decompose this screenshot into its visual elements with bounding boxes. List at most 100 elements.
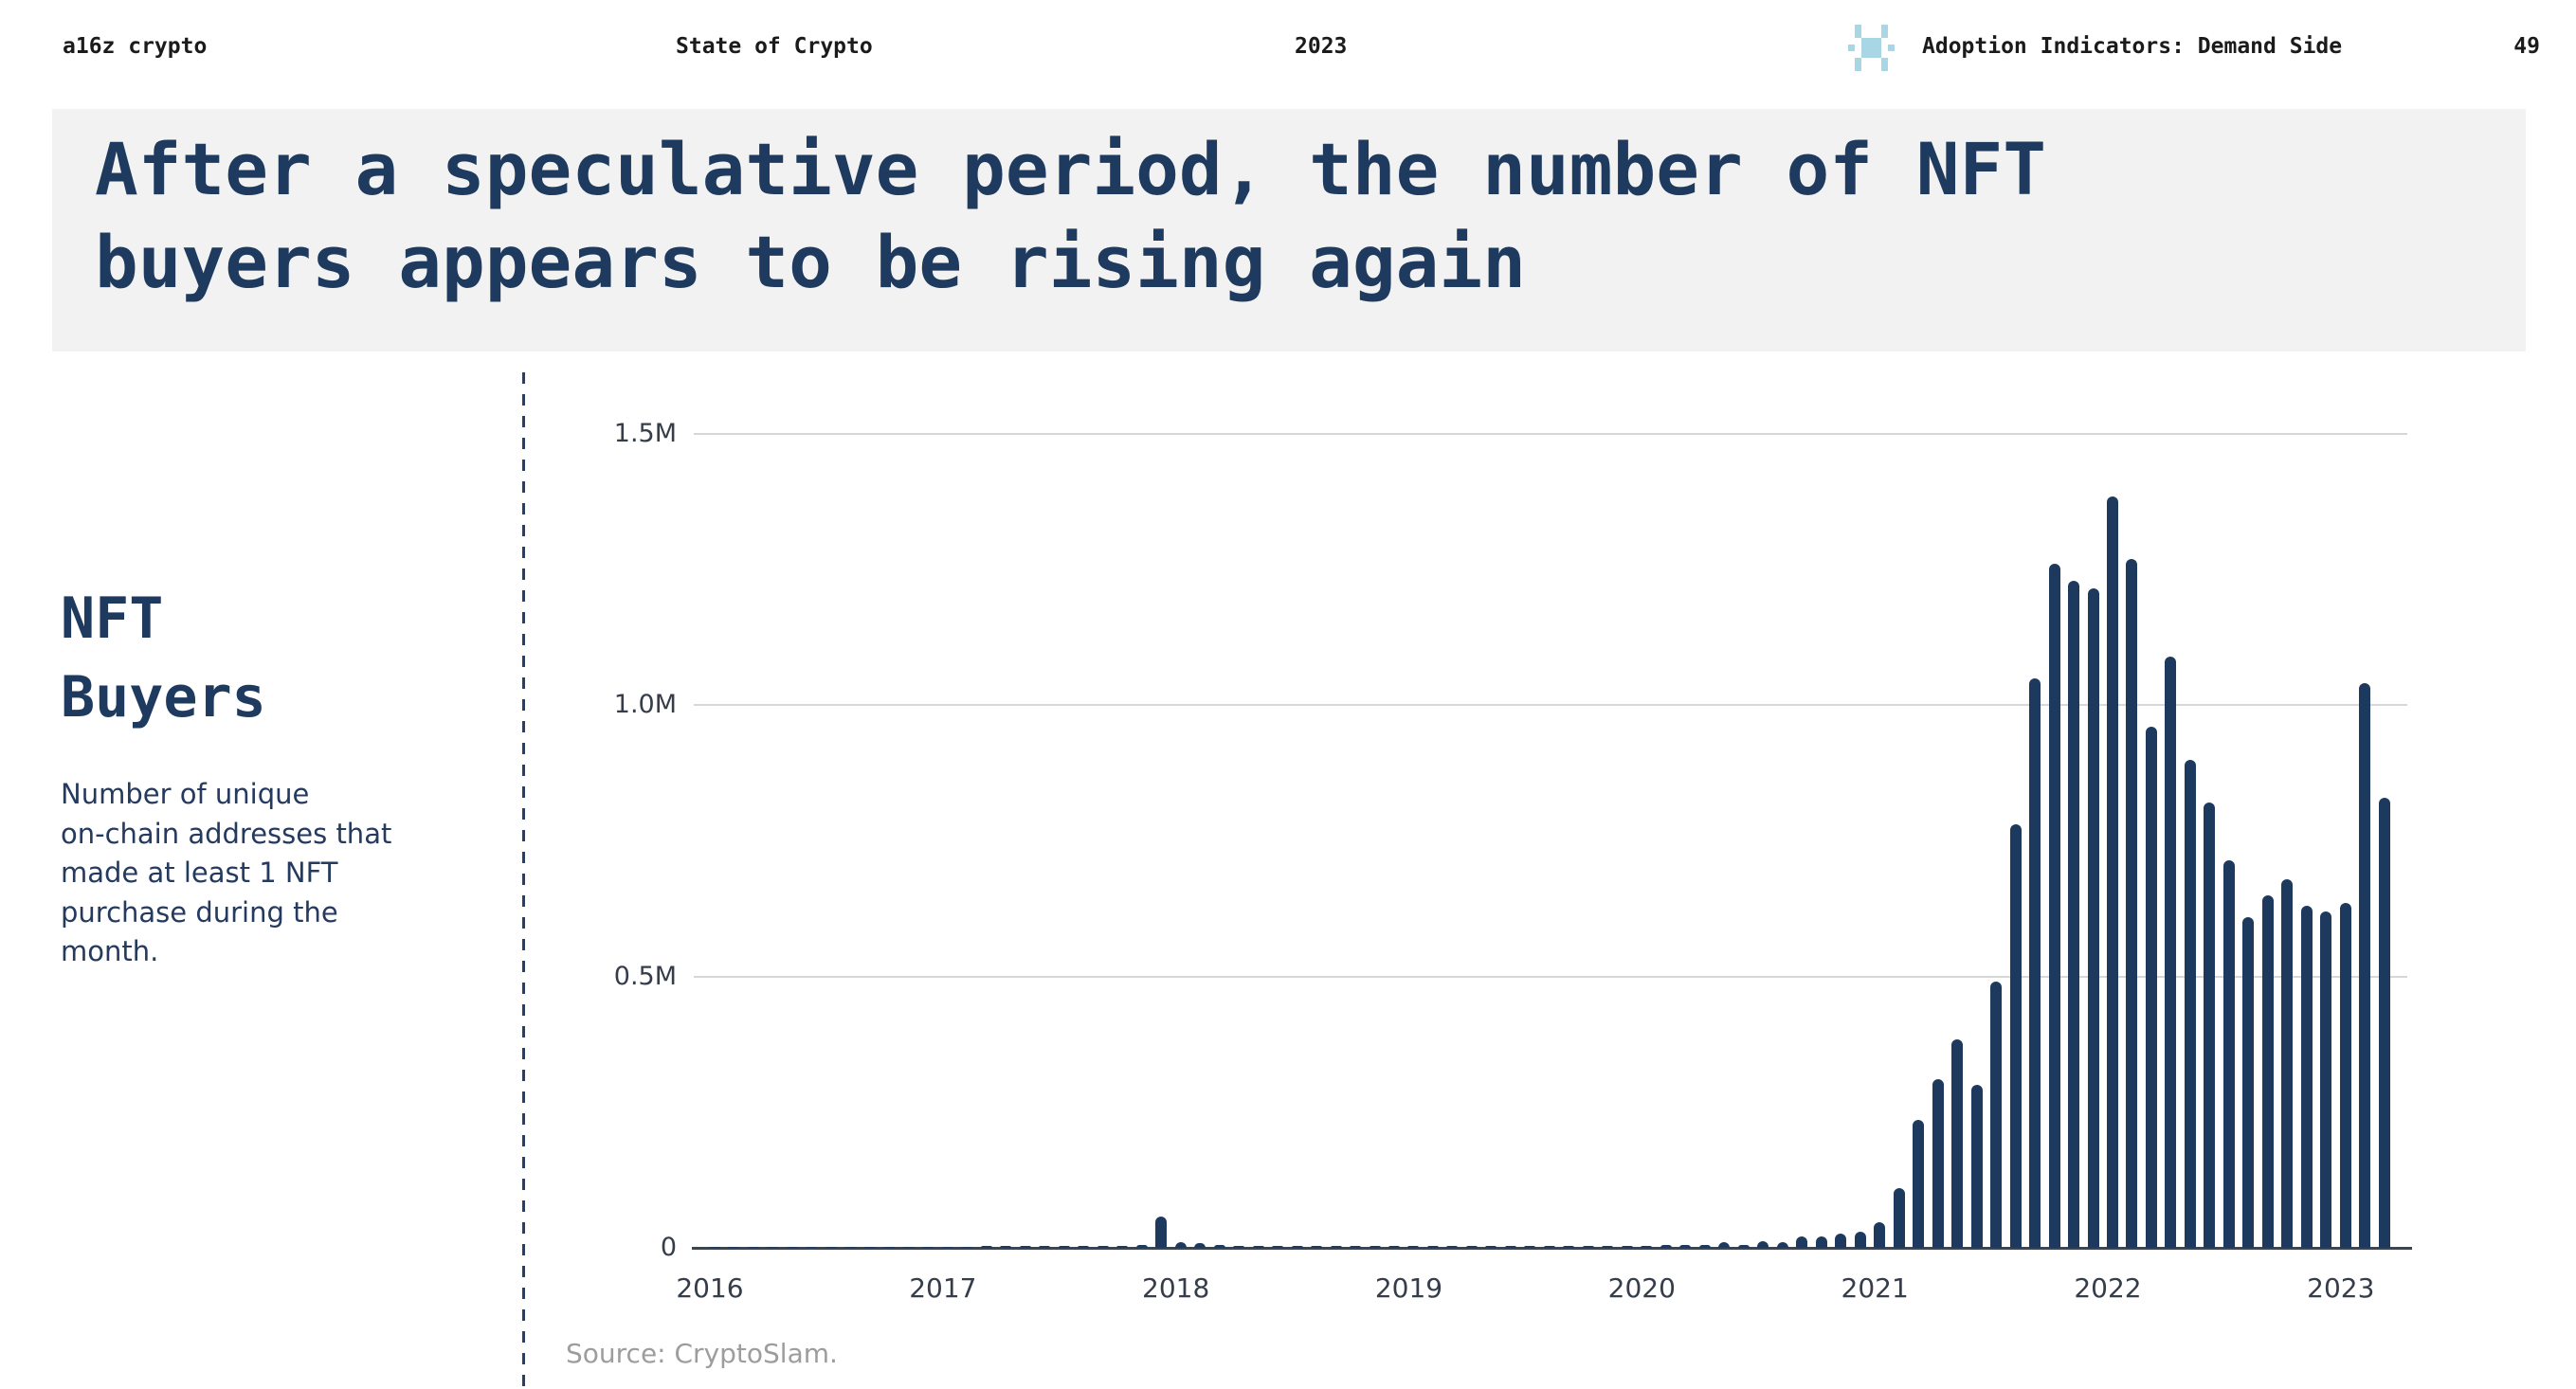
bar-2023-03 <box>2378 797 2390 1248</box>
bar-2020-02 <box>1660 1245 1672 1248</box>
logo-pixel <box>1855 58 1861 64</box>
bar-2016-07 <box>825 1246 837 1248</box>
logo-pixel <box>1855 31 1861 38</box>
header-report-title: State of Crypto <box>676 34 873 59</box>
header-page-number: 49 <box>2513 34 2540 59</box>
source-note: Source: CryptoSlam. <box>566 1338 838 1369</box>
logo-pixel <box>1861 45 1868 51</box>
bar-2017-05 <box>1019 1246 1031 1248</box>
bar-2023-02 <box>2359 683 2371 1248</box>
header-brand: a16z crypto <box>63 34 208 59</box>
logo-pixel <box>1881 64 1888 71</box>
bar-2018-01 <box>1174 1242 1187 1248</box>
bar-2020-06 <box>1737 1244 1750 1248</box>
bar-2019-06 <box>1504 1245 1516 1248</box>
bar-2023-01 <box>2339 903 2351 1248</box>
slide-title-line2: buyers appears to be rising again <box>95 220 1526 304</box>
x-axis-tick-label-2022: 2022 <box>2074 1272 2142 1304</box>
bar-2021-11 <box>2068 580 2080 1248</box>
y-axis-tick-label: 1.5M <box>613 418 677 448</box>
chart-heading-line1: NFT <box>61 586 164 652</box>
bar-2021-01 <box>1874 1222 1886 1248</box>
bar-2016-10 <box>883 1246 896 1248</box>
bar-2017-08 <box>1078 1246 1090 1248</box>
bar-2019-12 <box>1621 1245 1633 1248</box>
bar-2022-10 <box>2281 878 2294 1248</box>
header-section-label: Adoption Indicators: Demand Side <box>1922 34 2343 59</box>
bar-2021-04 <box>1932 1079 1944 1248</box>
logo-pixel <box>1888 45 1895 51</box>
bar-2019-10 <box>1582 1245 1594 1248</box>
slide-title-line1: After a speculative period, the number o… <box>95 127 2047 211</box>
bar-2019-03 <box>1446 1245 1459 1248</box>
bar-2022-06 <box>2204 803 2216 1248</box>
bar-2021-02 <box>1893 1188 1905 1248</box>
dashed-divider-line <box>522 372 525 1389</box>
bar-2020-07 <box>1757 1241 1769 1248</box>
bar-2018-05 <box>1252 1245 1264 1248</box>
logo-pixel <box>1855 64 1861 71</box>
x-axis-tick-label-2021: 2021 <box>1841 1272 1909 1304</box>
bar-2018-11 <box>1369 1245 1381 1248</box>
bar-2019-01 <box>1407 1245 1420 1248</box>
bar-2018-03 <box>1213 1245 1225 1248</box>
gridline-1.5M <box>694 432 2407 435</box>
logo-pixel <box>1868 51 1875 58</box>
logo-pixel <box>1855 25 1861 31</box>
x-axis-tick-label-2020: 2020 <box>1607 1272 1676 1304</box>
bar-2022-07 <box>2222 859 2235 1248</box>
x-axis-tick-label-2019: 2019 <box>1374 1272 1443 1304</box>
logo-pixel <box>1875 51 1881 58</box>
bar-2018-08 <box>1311 1246 1323 1248</box>
bar-2019-07 <box>1524 1246 1536 1248</box>
bar-2018-09 <box>1330 1246 1342 1248</box>
y-axis-tick-label: 1.0M <box>613 690 677 720</box>
bar-2017-07 <box>1058 1246 1070 1248</box>
bar-2017-09 <box>1097 1245 1109 1248</box>
bar-2020-01 <box>1641 1245 1653 1248</box>
y-axis-tick-label: 0.5M <box>613 961 677 991</box>
bar-2016-05 <box>786 1246 798 1248</box>
bar-2022-08 <box>2242 916 2255 1248</box>
bar-2019-04 <box>1465 1246 1478 1248</box>
bar-2020-10 <box>1815 1236 1827 1248</box>
bar-2020-09 <box>1796 1236 1808 1248</box>
bar-2022-05 <box>2184 759 2196 1248</box>
bar-2017-11 <box>1135 1244 1148 1248</box>
bar-2018-12 <box>1388 1245 1400 1248</box>
logo-pixel <box>1861 38 1868 45</box>
bar-2016-04 <box>767 1246 779 1248</box>
bar-2016-09 <box>863 1246 876 1248</box>
logo-pixel <box>1881 25 1888 31</box>
bar-2019-11 <box>1602 1245 1614 1248</box>
bar-2021-08 <box>2009 824 2022 1248</box>
bar-2016-08 <box>844 1246 857 1248</box>
gridline-0.5M <box>694 975 2407 978</box>
x-axis-tick-label-2018: 2018 <box>1142 1272 1210 1304</box>
bar-2022-01 <box>2106 496 2118 1248</box>
bar-2021-12 <box>2087 588 2099 1248</box>
bar-2017-06 <box>1039 1246 1051 1248</box>
bar-2019-02 <box>1426 1246 1439 1248</box>
bar-2016-01 <box>709 1246 720 1248</box>
bar-2022-09 <box>2261 894 2274 1248</box>
bar-2017-10 <box>1116 1245 1129 1248</box>
y-axis-tick-label: 0 <box>660 1233 677 1262</box>
bar-2022-11 <box>2300 906 2313 1248</box>
bar-2016-02 <box>728 1246 740 1248</box>
logo-pixel <box>1848 45 1855 51</box>
bar-2019-08 <box>1543 1245 1555 1248</box>
logo-pixel <box>1875 38 1881 45</box>
gridline-1.0M <box>694 704 2407 707</box>
x-axis-tick-label-2023: 2023 <box>2307 1272 2375 1304</box>
bar-2017-02 <box>961 1246 973 1248</box>
bar-2021-07 <box>1990 982 2003 1248</box>
bar-2018-07 <box>1291 1245 1303 1248</box>
bar-2016-12 <box>922 1246 934 1248</box>
bar-2021-09 <box>2029 677 2041 1248</box>
logo-pixel <box>1868 45 1875 51</box>
logo-pixel <box>1868 38 1875 45</box>
chart-heading: NFT Buyers <box>61 580 266 737</box>
slide-title: After a speculative period, the number o… <box>95 123 2046 309</box>
